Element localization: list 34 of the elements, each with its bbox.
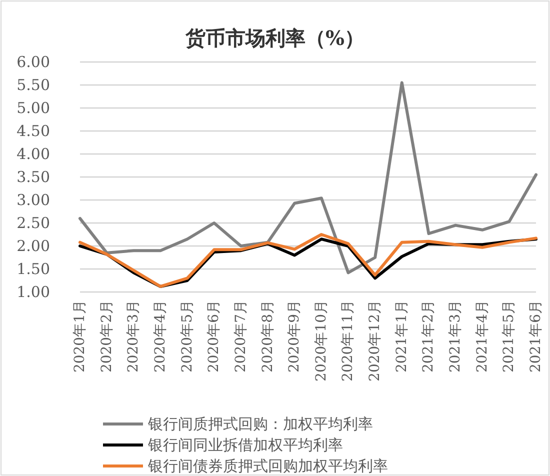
x-tick-label: 2021年5月 [501,300,518,373]
x-tick-label: 2020年9月 [286,300,303,373]
y-tick-label: 2.50 [16,214,50,232]
x-tick-label: 2020年5月 [179,300,196,373]
x-tick-label: 2020年12月 [367,300,384,382]
x-tick-label: 2021年3月 [448,300,464,373]
x-tick-label: 2020年11月 [340,300,356,382]
x-tick-label: 2020年6月 [206,300,222,373]
y-tick-label: 6.00 [16,53,50,71]
legend-label: 银行间同业拆借加权平均利率 [147,436,343,454]
line-series [78,81,538,274]
x-tick-label: 2020年1月 [72,300,88,373]
x-tick-label: 2021年4月 [474,300,490,373]
y-tick-label: 3.00 [16,191,50,209]
x-tick-label: 2020年2月 [98,300,115,373]
legend-label: 银行间债券质押式回购加权平均利率 [147,457,388,475]
y-tick-label: 2.00 [16,237,50,255]
y-tick-label: 5.50 [16,76,50,94]
x-tick-label: 2020年7月 [232,300,249,373]
x-tick-label: 2021年1月 [394,300,410,373]
y-tick-label: 5.00 [16,99,50,117]
x-tick-label: 2021年6月 [528,300,544,373]
x-tick-label: 2021年2月 [420,300,437,373]
y-tick-label: 3.50 [16,168,50,186]
legend-label: 银行间质押式回购：加权平均利率 [147,415,373,433]
x-tick-label: 2020年10月 [313,300,330,382]
x-tick-label: 2020年4月 [152,300,168,373]
x-tick-label: 2020年3月 [126,300,142,373]
y-tick-label: 4.50 [16,122,50,140]
y-tick-label: 1.50 [16,260,50,278]
x-tick-label: 2020年8月 [260,300,276,373]
y-tick-label: 1.00 [16,283,50,301]
chart-title: 货币市场利率（%） [184,26,365,50]
y-tick-label: 4.00 [16,145,50,163]
